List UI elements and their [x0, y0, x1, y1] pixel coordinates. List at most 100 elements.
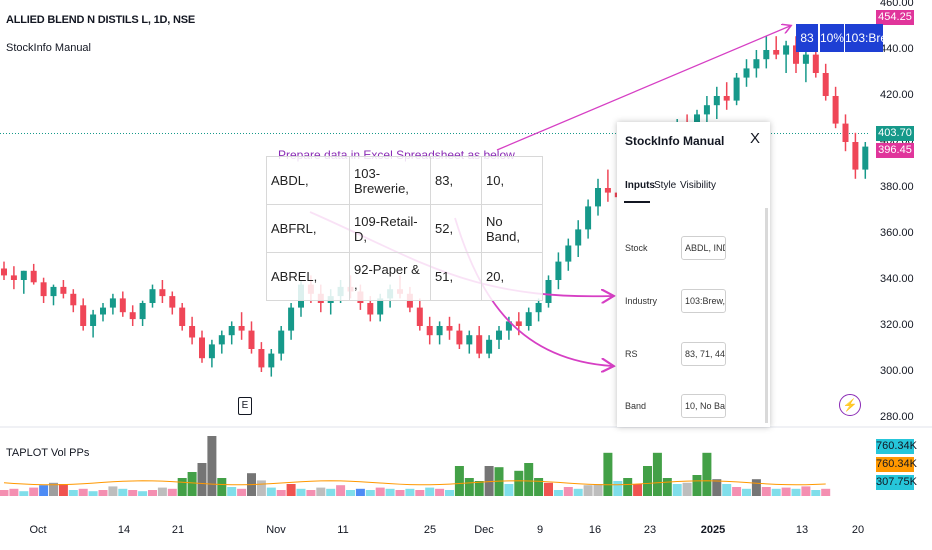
volume-bar [118, 488, 128, 496]
volume-bar [415, 490, 425, 496]
volume-bar [306, 490, 316, 496]
candle [119, 291, 126, 317]
candle [496, 326, 502, 349]
symbol-title[interactable]: ALLIED BLEND N DISTILS L, 1D, NSE [6, 14, 195, 26]
volume-bar [405, 488, 415, 496]
close-icon[interactable]: X [750, 130, 761, 147]
candle [80, 298, 87, 331]
volume-bar [692, 475, 702, 496]
time-tick-label: 20 [851, 524, 865, 536]
volume-bar [623, 478, 633, 496]
price-tick-label: 460.00 [880, 0, 914, 9]
volume-bar [177, 478, 187, 496]
volume-bar [732, 487, 742, 496]
rs-label: RS [625, 349, 638, 359]
time-tick-label: 11 [337, 524, 349, 536]
rs-input[interactable]: 83, 71, 44, 4 [681, 342, 726, 366]
candle [70, 289, 77, 313]
volume-bar [742, 488, 751, 496]
candle [525, 307, 532, 331]
volume-badge: 760.34K [876, 439, 917, 454]
excel-data-table: ABDL, 103-Brewerie, 83, 10, ABFRL, 109-R… [266, 156, 543, 301]
volume-bar [326, 488, 336, 496]
volume-bar [662, 478, 672, 496]
volume-badge: 760.34K [876, 457, 917, 472]
tab-visibility[interactable]: Visibility [680, 180, 716, 191]
table-cell: 92-Paper & , [349, 252, 431, 301]
price-badge: 396.45 [876, 143, 914, 159]
volume-chart[interactable] [0, 430, 870, 500]
dialog-scrollbar[interactable] [765, 208, 768, 423]
candle [575, 220, 582, 257]
tab-style[interactable]: Style [654, 180, 677, 191]
volume-bar [39, 485, 49, 496]
earnings-marker[interactable]: E [238, 397, 252, 415]
volume-bar [167, 488, 177, 496]
volume-indicator-title[interactable]: TAPLOT Vol PPs [6, 447, 90, 459]
candle [456, 323, 463, 349]
volume-bar [464, 478, 474, 496]
table-cell: ABDL, [266, 156, 350, 205]
industry-value-cell: 103:Brew [844, 24, 896, 52]
volume-bar [68, 490, 78, 496]
price-tick-label: 420.00 [880, 89, 914, 101]
table-cell: No Band, [481, 204, 543, 253]
candle [763, 36, 770, 69]
volume-bar [781, 487, 791, 496]
table-cell: 52, [430, 204, 482, 253]
candle [149, 284, 156, 308]
time-tick-label: 23 [643, 524, 657, 536]
candle [604, 169, 611, 202]
price-badge: 403.70 [876, 126, 914, 142]
volume-bar [365, 490, 375, 496]
volume-bar [78, 488, 88, 496]
volume-bar [108, 486, 118, 496]
volume-bar [286, 484, 296, 496]
volume-bar [276, 490, 286, 496]
indicator-title[interactable]: StockInfo Manual [6, 42, 91, 54]
indicator-settings-dialog[interactable]: StockInfo Manual X Inputs Style Visibili… [617, 122, 770, 427]
table-cell: 51, [430, 252, 482, 301]
candle [248, 321, 255, 354]
volume-bar [138, 491, 148, 496]
candle [842, 114, 849, 152]
rs-info-box: 83 10% 103:Brew [796, 12, 896, 52]
time-tick-label: 9 [536, 524, 544, 536]
time-tick-label: 25 [423, 524, 437, 536]
volume-bar [563, 487, 573, 496]
candle [753, 50, 760, 78]
time-tick-label: 14 [117, 524, 131, 536]
volume-bar [524, 463, 534, 496]
candle [199, 330, 205, 363]
volume-bar [504, 484, 514, 496]
candle [565, 238, 572, 271]
candle [288, 303, 295, 340]
candle [515, 312, 522, 336]
volume-bar [791, 488, 801, 496]
candle [446, 316, 453, 340]
tab-inputs[interactable]: Inputs [625, 180, 655, 191]
candle [100, 303, 106, 322]
candle [773, 36, 780, 60]
time-tick-label: Nov [266, 524, 286, 536]
candle [40, 277, 47, 303]
stock-input[interactable]: ABDL, INDUS [681, 236, 726, 260]
candle [595, 178, 601, 216]
candle [476, 326, 483, 359]
volume-bar [128, 490, 138, 496]
time-tick-label: 16 [588, 524, 602, 536]
volume-bar [266, 487, 276, 496]
volume-bar [148, 490, 157, 496]
volume-bar [187, 472, 197, 496]
candle [783, 40, 790, 73]
price-tick-label: 340.00 [880, 273, 914, 285]
candle [723, 82, 730, 110]
band-label: Band [625, 401, 647, 411]
band-input[interactable]: 10, No Band, [681, 394, 726, 418]
volume-bar [296, 488, 306, 496]
volume-bar [811, 490, 821, 496]
table-cell: 10, [481, 156, 543, 205]
industry-input[interactable]: 103:Brew, 1: [681, 289, 726, 313]
lightning-icon[interactable]: ⚡ [839, 394, 861, 416]
candle [713, 86, 720, 119]
